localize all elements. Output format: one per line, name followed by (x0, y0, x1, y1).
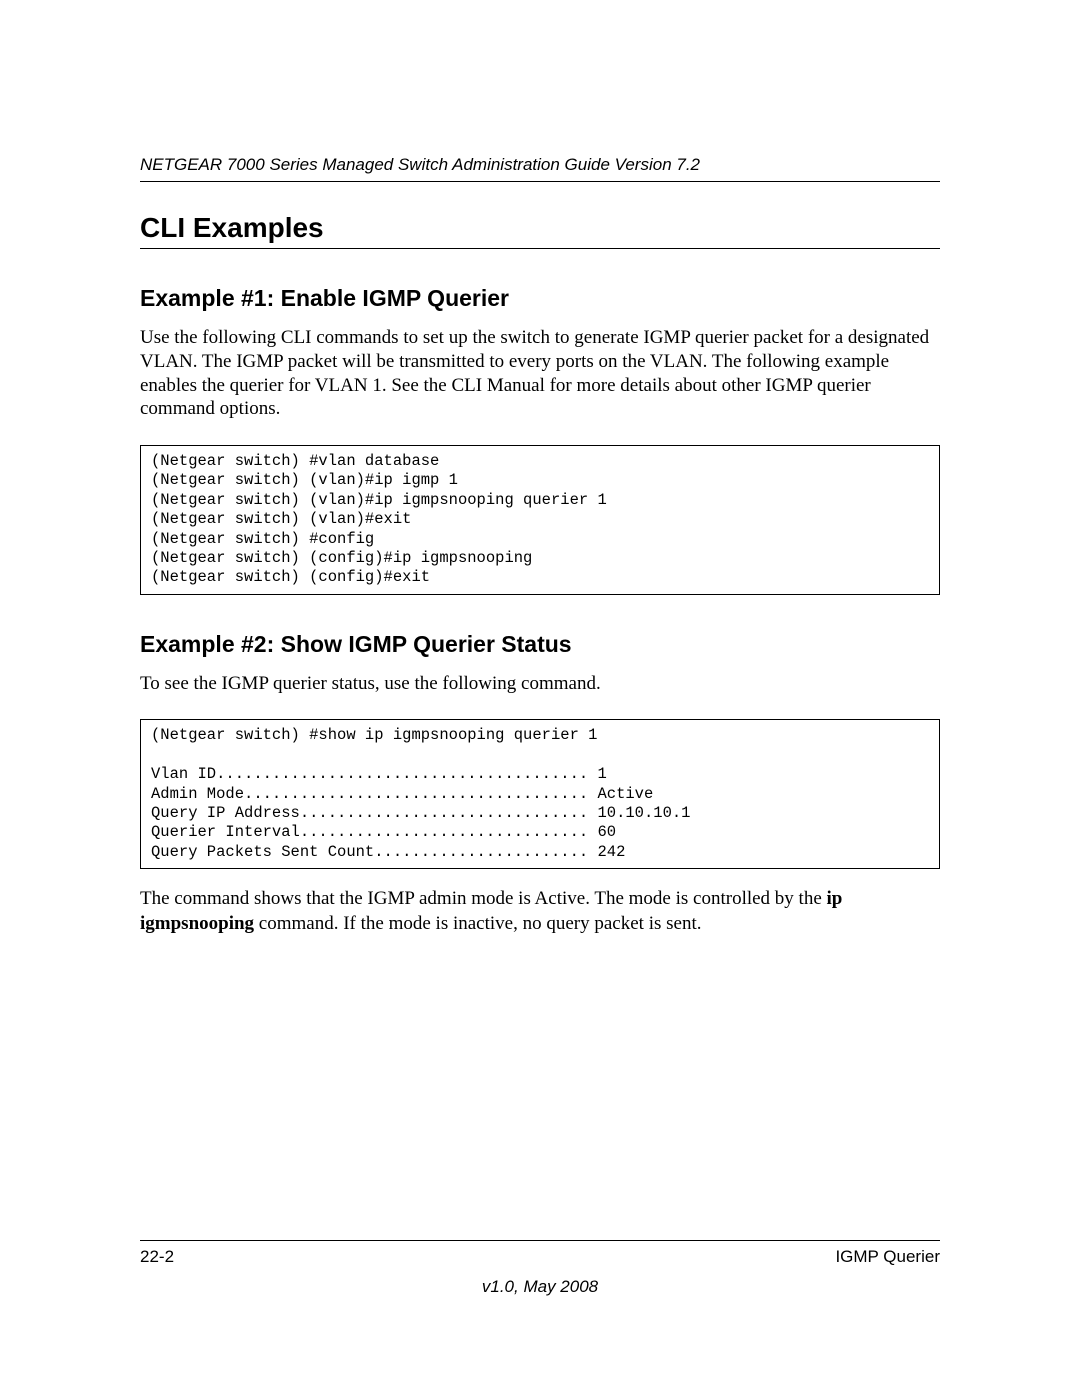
example2-after: The command shows that the IGMP admin mo… (140, 887, 940, 936)
example2-intro: To see the IGMP querier status, use the … (140, 672, 940, 696)
footer-page-number: 22-2 (140, 1247, 174, 1267)
example1-code-block: (Netgear switch) #vlan database (Netgear… (140, 445, 940, 595)
example2-title: Example #2: Show IGMP Querier Status (140, 631, 940, 658)
example1-paragraph: Use the following CLI commands to set up… (140, 326, 940, 421)
footer-chapter: IGMP Querier (835, 1247, 940, 1267)
section-title: CLI Examples (140, 212, 940, 249)
running-header: NETGEAR 7000 Series Managed Switch Admin… (140, 155, 940, 182)
footer-rule (140, 1240, 940, 1241)
example2-after-pre: The command shows that the IGMP admin mo… (140, 888, 827, 909)
example1-title: Example #1: Enable IGMP Querier (140, 285, 940, 312)
page: NETGEAR 7000 Series Managed Switch Admin… (0, 0, 1080, 1397)
example2-code-block: (Netgear switch) #show ip igmpsnooping q… (140, 719, 940, 869)
footer-row: 22-2 IGMP Querier (140, 1247, 940, 1267)
footer-version: v1.0, May 2008 (140, 1277, 940, 1297)
example2-after-post: command. If the mode is inactive, no que… (254, 913, 701, 934)
page-footer: 22-2 IGMP Querier v1.0, May 2008 (140, 1240, 940, 1297)
